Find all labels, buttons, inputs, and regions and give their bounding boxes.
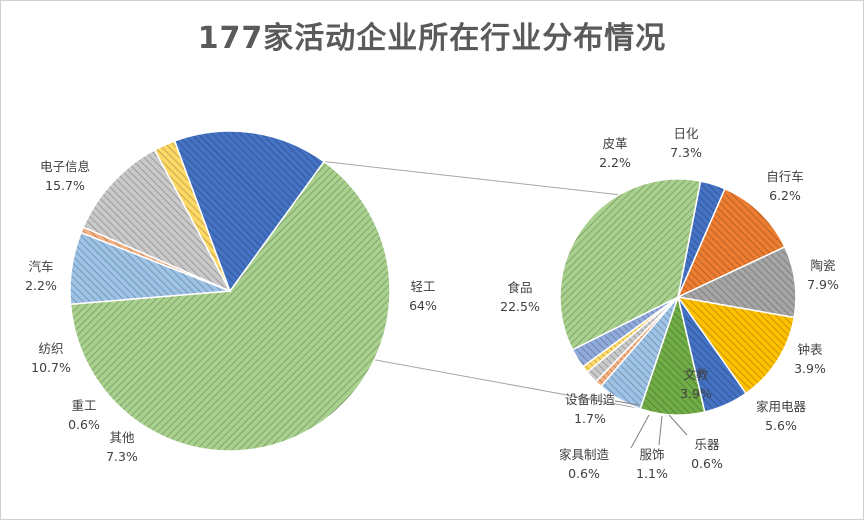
data-labels: 轻工 64% 其他 7.3%重工 0.6% 纺织 10.7% 汽车 2.2% 电子信息 15.7% 皮… [25,126,839,481]
secondary-slice-1 [676,187,786,299]
primary-slice-5 [173,130,326,293]
secondary-label-4: 钟表 3.9% [794,342,826,376]
secondary-slice-3 [676,295,796,395]
secondary-label-2: 自行车 6.2% [766,169,804,203]
secondary-label-11: 食品 22.5% [500,280,540,314]
secondary-label-3: 陶瓷 7.9% [807,258,839,292]
secondary-pie [559,178,797,416]
primary-label-0: 轻工 64% [409,279,437,313]
secondary-slice-11 [559,178,702,351]
secondary-label-8: 服饰 1.1% [636,447,668,481]
primary-label-2: 重工 0.6% [68,398,100,432]
connector-line-top [323,161,620,196]
secondary-label-0: 皮革 2.2% [599,136,631,170]
secondary-label-1: 日化 7.3% [670,126,702,160]
secondary-label-10: 设备制造 1.7% [565,392,616,426]
secondary-label-9: 家具制造 0.6% [559,447,610,481]
primary-label-1: 其他 7.3% [106,430,138,464]
leader-line-0 [614,400,640,406]
secondary-label-6: 文教 3.9% [680,367,712,401]
leader-line-3 [668,414,688,436]
leader-line-2 [658,415,663,446]
primary-label-5: 电子信息 15.7% [40,159,90,193]
chart-title: 177家活动企业所在行业分布情况 [197,21,667,56]
secondary-label-5: 家用电器 5.6% [756,399,807,433]
primary-slice-0 [69,160,391,452]
secondary-label-7: 乐器 0.6% [691,437,723,471]
leader-line-1 [630,414,650,449]
primary-label-3: 纺织 10.7% [31,341,71,375]
primary-slice-3 [82,148,232,293]
primary-pie [69,130,391,452]
primary-label-4: 汽车 2.2% [25,259,57,293]
